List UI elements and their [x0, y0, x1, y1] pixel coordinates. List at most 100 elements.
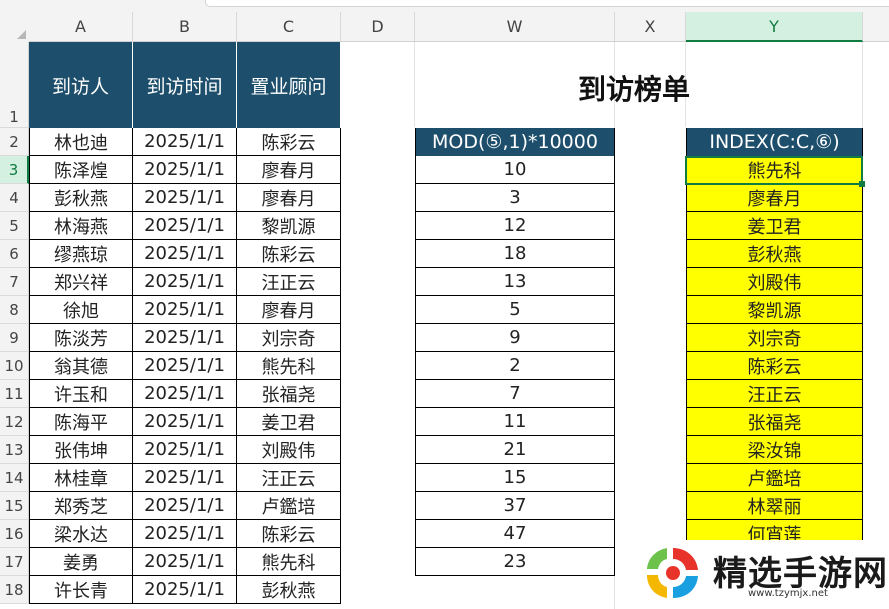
left-table-cell[interactable]: 2025/1/1	[133, 240, 237, 268]
left-table-cell[interactable]: 2025/1/1	[133, 408, 237, 436]
fill-handle[interactable]	[859, 181, 865, 187]
left-table-cell[interactable]: 许长青	[29, 576, 133, 604]
w-table-cell[interactable]: 47	[415, 520, 615, 548]
w-table-cell[interactable]: 3	[415, 184, 615, 212]
w-table-cell[interactable]: 12	[415, 212, 615, 240]
left-table-cell[interactable]: 廖春月	[237, 156, 341, 184]
y-table-cell[interactable]: 廖春月	[686, 184, 863, 212]
left-table-cell[interactable]: 2025/1/1	[133, 492, 237, 520]
w-table-cell[interactable]: 10	[415, 156, 615, 184]
left-table-cell[interactable]: 彭秋燕	[237, 576, 341, 604]
row-header-10[interactable]: 10	[0, 352, 29, 380]
left-table-cell[interactable]: 徐旭	[29, 296, 133, 324]
left-table-cell[interactable]: 2025/1/1	[133, 184, 237, 212]
y-table-cell[interactable]: 汪正云	[686, 380, 863, 408]
row-header-11[interactable]: 11	[0, 380, 29, 408]
column-header-x[interactable]: X	[615, 12, 686, 42]
y-table-cell[interactable]: 张福尧	[686, 408, 863, 436]
row-header-16[interactable]: 16	[0, 520, 29, 548]
row-header-2[interactable]: 2	[0, 128, 29, 156]
w-table-cell[interactable]: 13	[415, 268, 615, 296]
left-table-cell[interactable]: 2025/1/1	[133, 324, 237, 352]
y-table-cell[interactable]: 熊先科	[686, 156, 863, 184]
row-header-9[interactable]: 9	[0, 324, 29, 352]
w-table-cell[interactable]: 18	[415, 240, 615, 268]
left-table-cell[interactable]: 2025/1/1	[133, 520, 237, 548]
left-table-cell[interactable]: 郑兴祥	[29, 268, 133, 296]
left-table-cell[interactable]: 彭秋燕	[29, 184, 133, 212]
left-table-cell[interactable]: 许玉和	[29, 380, 133, 408]
left-table-cell[interactable]: 2025/1/1	[133, 268, 237, 296]
left-table-cell[interactable]: 陈淡芳	[29, 324, 133, 352]
left-table-cell[interactable]: 廖春月	[237, 184, 341, 212]
column-header-c[interactable]: C	[237, 12, 341, 42]
column-header-w[interactable]: W	[415, 12, 615, 42]
left-table-cell[interactable]: 张伟坤	[29, 436, 133, 464]
y-table-cell[interactable]: 林翠丽	[686, 492, 863, 520]
left-table-cell[interactable]: 汪正云	[237, 464, 341, 492]
left-table-cell[interactable]: 陈海平	[29, 408, 133, 436]
left-table-cell[interactable]: 缪燕琼	[29, 240, 133, 268]
left-table-cell[interactable]: 翁其德	[29, 352, 133, 380]
w-table-cell[interactable]: 2	[415, 352, 615, 380]
left-table-cell[interactable]: 陈泽煌	[29, 156, 133, 184]
left-table-cell[interactable]: 熊先科	[237, 548, 341, 576]
row-header-4[interactable]: 4	[0, 184, 29, 212]
w-table-cell[interactable]: 11	[415, 408, 615, 436]
w-table-cell[interactable]: 9	[415, 324, 615, 352]
row-header-18[interactable]: 18	[0, 576, 29, 604]
left-table-cell[interactable]: 2025/1/1	[133, 548, 237, 576]
row-header-13[interactable]: 13	[0, 436, 29, 464]
left-table-cell[interactable]: 汪正云	[237, 268, 341, 296]
left-table-cell[interactable]: 林海燕	[29, 212, 133, 240]
y-table-cell[interactable]: 卢鑑培	[686, 464, 863, 492]
left-table-cell[interactable]: 2025/1/1	[133, 212, 237, 240]
left-table-cell[interactable]: 2025/1/1	[133, 128, 237, 156]
left-table-cell[interactable]: 姜卫君	[237, 408, 341, 436]
left-table-cell[interactable]: 2025/1/1	[133, 352, 237, 380]
formula-input[interactable]	[205, 0, 889, 7]
left-table-cell[interactable]: 梁水达	[29, 520, 133, 548]
w-table-cell[interactable]: 15	[415, 464, 615, 492]
left-table-cell[interactable]: 陈彩云	[237, 128, 341, 156]
column-header-b[interactable]: B	[133, 12, 237, 42]
left-table-cell[interactable]: 2025/1/1	[133, 156, 237, 184]
left-table-cell[interactable]: 林桂章	[29, 464, 133, 492]
w-table-cell[interactable]: 37	[415, 492, 615, 520]
left-table-cell[interactable]: 2025/1/1	[133, 436, 237, 464]
left-table-cell[interactable]: 2025/1/1	[133, 380, 237, 408]
left-table-cell[interactable]: 刘宗奇	[237, 324, 341, 352]
row-header-12[interactable]: 12	[0, 408, 29, 436]
column-header-y[interactable]: Y	[686, 12, 863, 42]
row-header-17[interactable]: 17	[0, 548, 29, 576]
left-table-cell[interactable]: 2025/1/1	[133, 464, 237, 492]
row-header-6[interactable]: 6	[0, 240, 29, 268]
left-table-cell[interactable]: 林也迪	[29, 128, 133, 156]
left-table-cell[interactable]: 刘殿伟	[237, 436, 341, 464]
w-table-cell[interactable]: 7	[415, 380, 615, 408]
select-all-corner[interactable]	[0, 12, 30, 43]
w-table-cell[interactable]: 5	[415, 296, 615, 324]
left-table-cell[interactable]: 陈彩云	[237, 520, 341, 548]
left-table-cell[interactable]: 廖春月	[237, 296, 341, 324]
y-table-cell[interactable]: 姜卫君	[686, 212, 863, 240]
row-header-15[interactable]: 15	[0, 492, 29, 520]
row-header-5[interactable]: 5	[0, 212, 29, 240]
column-header-d[interactable]: D	[341, 12, 415, 42]
left-table-cell[interactable]: 黎凯源	[237, 212, 341, 240]
row-header-7[interactable]: 7	[0, 268, 29, 296]
y-table-cell[interactable]: 刘宗奇	[686, 324, 863, 352]
column-header-a[interactable]: A	[29, 12, 133, 42]
y-table-cell[interactable]: 黎凯源	[686, 296, 863, 324]
row-header-1[interactable]: 1	[0, 42, 29, 128]
row-header-14[interactable]: 14	[0, 464, 29, 492]
left-table-cell[interactable]: 2025/1/1	[133, 296, 237, 324]
w-table-cell[interactable]: 23	[415, 548, 615, 576]
left-table-cell[interactable]: 卢鑑培	[237, 492, 341, 520]
left-table-cell[interactable]: 张福尧	[237, 380, 341, 408]
y-table-cell[interactable]: 陈彩云	[686, 352, 863, 380]
left-table-cell[interactable]: 熊先科	[237, 352, 341, 380]
row-header-8[interactable]: 8	[0, 296, 29, 324]
y-table-cell[interactable]: 刘殿伟	[686, 268, 863, 296]
left-table-cell[interactable]: 郑秀芝	[29, 492, 133, 520]
